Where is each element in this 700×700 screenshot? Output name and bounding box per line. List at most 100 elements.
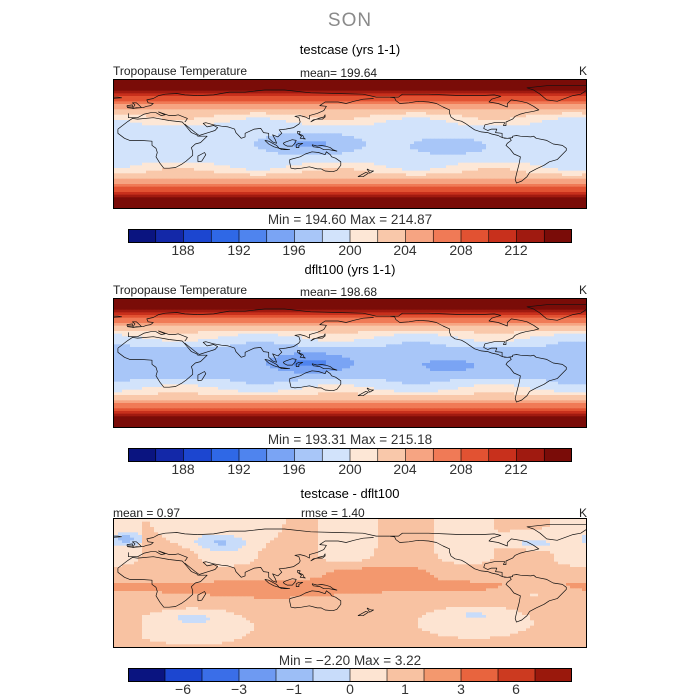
map-field-cell — [562, 146, 567, 150]
map-field-cell — [182, 181, 187, 185]
map-field-cell — [154, 130, 159, 134]
map-field-cell — [502, 146, 507, 150]
map-field-cell — [558, 176, 563, 180]
map-field-cell — [326, 165, 331, 169]
map-field-cell — [194, 149, 199, 153]
map-field-cell — [446, 96, 451, 100]
map-field-cell — [254, 176, 259, 180]
map-field-cell — [274, 189, 279, 193]
map-field-cell — [518, 80, 523, 84]
map-field-cell — [398, 98, 403, 102]
map-field-cell — [214, 141, 219, 145]
map-field-cell — [118, 117, 123, 121]
map-field-cell — [198, 117, 203, 121]
map-field-cell — [442, 144, 447, 148]
map-field-cell — [406, 117, 411, 121]
map-field-cell — [566, 189, 571, 193]
map-field-cell — [170, 141, 175, 145]
map-field-cell — [502, 144, 507, 148]
map-field-cell — [130, 144, 135, 148]
map-field-cell — [434, 104, 439, 108]
map-field-cell — [414, 146, 419, 150]
map-field-cell — [334, 122, 339, 126]
map-field-cell — [186, 109, 191, 113]
map-field-cell — [518, 106, 523, 110]
map-field-cell — [410, 104, 415, 108]
map-field-cell — [582, 138, 586, 142]
map-field-cell — [558, 144, 563, 148]
map-field-cell — [358, 90, 363, 94]
map-field-cell — [582, 181, 586, 185]
map-field-cell — [114, 96, 119, 100]
map-field-cell — [370, 138, 375, 142]
map-field-cell — [178, 80, 183, 84]
map-field-cell — [266, 144, 271, 148]
map-field-cell — [462, 144, 467, 148]
map-field-cell — [514, 136, 519, 140]
map-field-cell — [466, 176, 471, 180]
map-field-cell — [506, 122, 511, 126]
map-field-cell — [502, 170, 507, 174]
map-field-cell — [314, 186, 319, 190]
map-field-cell — [310, 106, 315, 110]
map-field-cell — [126, 82, 131, 86]
map-field-cell — [314, 165, 319, 169]
map-field-cell — [322, 109, 327, 113]
map-field-cell — [334, 165, 339, 169]
map-field-cell — [182, 109, 187, 113]
map-field-cell — [238, 88, 243, 92]
map-field-cell — [366, 80, 371, 84]
map-field-cell — [130, 176, 135, 180]
map-field-cell — [558, 181, 563, 185]
map-field-cell — [338, 154, 343, 158]
map-field-cell — [190, 192, 195, 196]
map-field-cell — [166, 109, 171, 113]
map-field-cell — [214, 109, 219, 113]
map-field-cell — [218, 176, 223, 180]
map-field-cell — [254, 168, 259, 172]
map-field-cell — [362, 160, 367, 164]
map-field-cell — [138, 149, 143, 153]
map-field-cell — [202, 101, 207, 105]
map-field-cell — [534, 154, 539, 158]
map-field-cell — [114, 122, 119, 126]
map-field-cell — [354, 80, 359, 84]
map-field-cell — [406, 170, 411, 174]
map-field-cell — [130, 189, 135, 193]
map-field-cell — [338, 120, 343, 124]
map-field-cell — [226, 136, 231, 140]
map-field-cell — [230, 93, 235, 97]
map-field-cell — [494, 112, 499, 116]
map-field-cell — [170, 176, 175, 180]
map-field-cell — [162, 178, 167, 182]
map-field-cell — [122, 125, 127, 129]
map-field-cell — [454, 152, 459, 156]
map-field-cell — [486, 162, 491, 166]
map-field-cell — [262, 93, 267, 97]
map-field-cell — [278, 104, 283, 108]
map-field-cell — [526, 125, 531, 129]
map-field-cell — [502, 98, 507, 102]
map-field-cell — [174, 122, 179, 126]
map-field-cell — [462, 122, 467, 126]
map-field-cell — [486, 101, 491, 105]
map-field-cell — [214, 82, 219, 86]
map-field-cell — [538, 130, 543, 134]
map-field-cell — [518, 117, 523, 121]
map-field-cell — [534, 128, 539, 132]
map-field-cell — [330, 181, 335, 185]
map-field-cell — [450, 98, 455, 102]
map-field-cell — [206, 189, 211, 193]
map-field-cell — [502, 125, 507, 129]
map-field-cell — [366, 114, 371, 118]
map-field-cell — [234, 178, 239, 182]
map-field-cell — [530, 128, 535, 132]
map-field-cell — [186, 106, 191, 110]
map-field-cell — [458, 133, 463, 137]
map-field-cell — [438, 112, 443, 116]
map-field-cell — [286, 149, 291, 153]
map-field-cell — [178, 122, 183, 126]
map-field-cell — [290, 128, 295, 132]
map-field-cell — [438, 122, 443, 126]
map-field-cell — [378, 85, 383, 89]
